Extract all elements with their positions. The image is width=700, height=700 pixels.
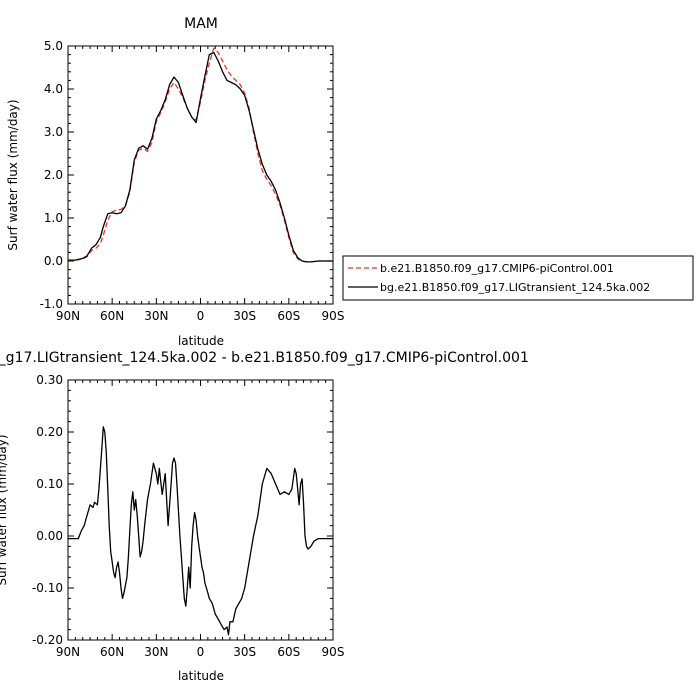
top-x-tick-label: 0 (197, 309, 205, 323)
top-x-tick-label: 30N (144, 309, 168, 323)
top-y-axis-label: Surf water flux (mm/day) (6, 99, 20, 250)
top-plot-area: 90N 60N 30N 0 30S 60S 90S -1.0 0.0 1.0 2.0 3.0 4.0 5.… (40, 39, 345, 323)
bottom-y-tick-label: 0.30 (36, 373, 63, 387)
bottom-series-line-0 (68, 426, 333, 636)
top-y-tick-label: 4.0 (44, 82, 63, 96)
top-plot-frame (67, 45, 334, 305)
bottom-y-tick-label: -0.20 (32, 633, 63, 647)
bottom-x-tick-label: 90N (56, 645, 80, 659)
bottom-x-axis-label: latitude (178, 669, 224, 683)
bottom-y-axis-label: Surf water flux (mm/day) (0, 434, 9, 585)
top-y-tick-label: 0.0 (44, 254, 63, 268)
top-x-tick-label: 90S (322, 309, 345, 323)
top-y-tick-label: 3.0 (44, 125, 63, 139)
bottom-y-tick-label: 0.00 (36, 529, 63, 543)
top-x-tick-label: 60S (277, 309, 300, 323)
top-series-line-1 (68, 51, 333, 263)
top-y-tick-label: 2.0 (44, 168, 63, 182)
bottom-x-tick-label: 60S (277, 645, 300, 659)
bottom-panel: bg.e21.B1850.f09_g17.LIGtransient_124.5k… (0, 350, 529, 683)
top-y-tick-label: 1.0 (44, 211, 63, 225)
bottom-title: bg.e21.B1850.f09_g17.LIGtransient_124.5k… (0, 350, 529, 366)
bottom-x-tick-label: 30S (233, 645, 256, 659)
bottom-x-tick-label: 0 (197, 645, 205, 659)
top-y-tick-label: -1.0 (40, 297, 63, 311)
legend-box (342, 255, 694, 301)
bottom-y-tick-label: -0.10 (32, 581, 63, 595)
top-x-tick-label: 90N (56, 309, 80, 323)
legend-label-lig-transient: bg.e21.B1850.f09_g17.LIGtransient_124.5k… (380, 281, 650, 294)
top-y-tick-label: 5.0 (44, 39, 63, 53)
bottom-y-tick-label: 0.20 (36, 425, 63, 439)
bottom-y-tick-label: 0.10 (36, 477, 63, 491)
bottom-x-tick-label: 30N (144, 645, 168, 659)
bottom-plot-frame (67, 379, 334, 641)
legend: b.e21.B1850.f09_g17.CMIP6-piControl.001 … (342, 255, 694, 301)
bottom-x-tick-label: 60N (100, 645, 124, 659)
top-panel: MAM 90N 60N 30N 0 30S 60S 90S -1.0 0.0 1.0 2.0 3.0 4… (6, 16, 344, 348)
top-x-tick-label: 60N (100, 309, 124, 323)
bottom-plot-area: 90N 60N 30N 0 30S 60S 90S -0.20 -0.10 0.00 0.10 0.2… (32, 373, 345, 659)
legend-label-pi-control: b.e21.B1850.f09_g17.CMIP6-piControl.001 (380, 262, 614, 275)
top-x-tick-label: 30S (233, 309, 256, 323)
bottom-x-tick-label: 90S (322, 645, 345, 659)
top-title: MAM (184, 16, 218, 32)
top-series-line-0 (68, 47, 333, 263)
top-x-axis-label: latitude (178, 334, 224, 348)
